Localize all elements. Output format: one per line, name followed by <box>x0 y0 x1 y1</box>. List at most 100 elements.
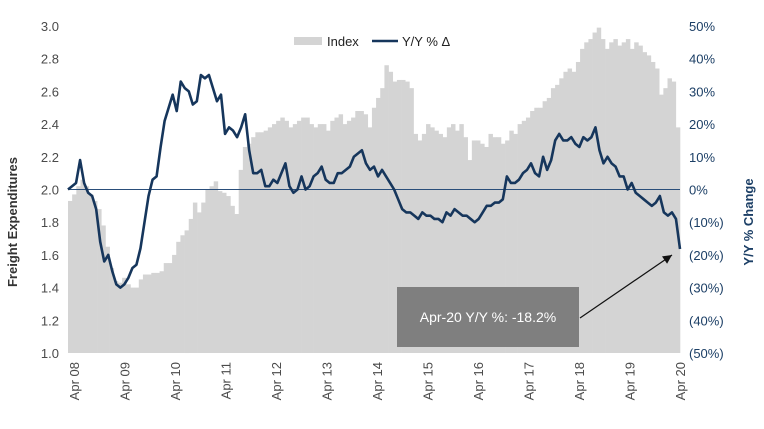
index-bar <box>205 189 210 353</box>
index-bar <box>72 194 77 353</box>
x-axis-ticks: Apr 08 Apr 09 Apr 10 Apr 11 Apr 12 Apr 13 Apr … <box>67 362 688 400</box>
index-bar <box>384 65 389 354</box>
index-bar <box>371 107 377 353</box>
index-bar <box>130 287 135 353</box>
index-bar <box>255 132 260 353</box>
index-bar <box>409 88 414 353</box>
right-axis-ticks: (50%) (40%) (30%) (20%) (10%) 0% 10% 20% 30% 40% 5… <box>689 19 724 361</box>
index-bar <box>388 71 394 353</box>
index-bar <box>109 267 115 353</box>
index-bar <box>434 130 439 353</box>
yoy-change-line <box>67 73 682 289</box>
right-tick-label: (10%) <box>689 215 724 230</box>
index-bar <box>534 107 539 353</box>
index-bar <box>359 111 364 354</box>
index-bar <box>234 214 239 353</box>
index-bar <box>659 94 664 354</box>
index-bar <box>251 137 256 353</box>
index-bar <box>609 42 614 353</box>
legend-index-swatch <box>294 37 322 45</box>
index-bar <box>134 287 140 353</box>
index-bar <box>413 133 419 353</box>
index-bar <box>642 52 647 353</box>
index-bar <box>321 124 327 353</box>
callout-text: Apr-20 Y/Y %: -18.2% <box>420 309 556 325</box>
index-bar <box>188 218 194 353</box>
index-bar <box>88 194 94 353</box>
right-axis-title: Y/Y % Change <box>741 178 756 265</box>
index-bar <box>209 186 215 353</box>
index-bar <box>571 71 577 353</box>
index-bar <box>459 124 464 353</box>
index-bar <box>621 42 627 353</box>
index-bar <box>513 133 518 353</box>
index-bar <box>346 120 352 353</box>
index-bar <box>575 61 581 353</box>
index-bar <box>142 274 148 353</box>
index-bar <box>101 225 106 353</box>
left-axis-title: Freight Expenditures <box>5 157 20 287</box>
index-bar <box>367 127 373 354</box>
index-bar <box>238 169 244 353</box>
index-bar <box>159 271 165 353</box>
index-bar <box>442 137 448 353</box>
index-bar <box>471 140 477 353</box>
right-tick-label: (20%) <box>689 248 724 263</box>
right-tick-label: (30%) <box>689 281 724 296</box>
index-bar <box>476 140 481 353</box>
index-bar <box>584 42 589 353</box>
index-bar <box>417 140 423 353</box>
index-bar <box>580 48 585 353</box>
index-bar <box>280 117 285 353</box>
index-bar <box>197 212 202 353</box>
callout: Apr-20 Y/Y %: -18.2% <box>397 254 673 347</box>
index-bar <box>492 137 498 353</box>
left-tick-label: 1.8 <box>41 215 59 230</box>
index-bar <box>97 209 102 353</box>
index-bar <box>505 140 510 353</box>
index-bar <box>105 246 110 353</box>
left-axis-ticks: 1.0 1.2 1.4 1.6 1.8 2.0 2.2 2.4 2.6 2.8 3.0 <box>41 19 59 361</box>
x-tick-label: Apr 17 <box>522 362 537 400</box>
index-bar <box>430 127 435 354</box>
index-bar <box>76 186 81 353</box>
legend-index-label: Index <box>327 34 359 49</box>
index-bar <box>305 117 310 353</box>
index-bar <box>292 124 298 353</box>
index-bar <box>559 78 564 353</box>
left-tick-label: 1.6 <box>41 248 59 263</box>
index-bar <box>538 107 543 353</box>
index-bar <box>525 117 531 353</box>
index-bar <box>284 120 289 353</box>
index-bar <box>126 284 131 353</box>
index-bars <box>68 27 681 354</box>
left-tick-label: 1.0 <box>41 346 59 361</box>
index-bar <box>355 111 360 354</box>
index-bar <box>380 88 385 353</box>
index-bar <box>630 48 635 353</box>
legend: Index Y/Y % Δ <box>294 34 451 49</box>
index-bar <box>625 39 631 353</box>
index-bar <box>530 111 535 354</box>
index-bar <box>467 160 473 353</box>
index-bar <box>567 68 573 353</box>
index-bar <box>588 39 593 353</box>
right-tick-label: 40% <box>689 52 715 67</box>
right-tick-label: (50%) <box>689 346 724 361</box>
left-tick-label: 1.2 <box>41 313 59 328</box>
index-bar <box>242 146 248 353</box>
left-tick-label: 2.6 <box>41 84 59 99</box>
callout-arrowhead <box>662 255 672 264</box>
index-bar <box>484 146 489 353</box>
index-bar <box>426 124 431 353</box>
index-bar <box>222 192 227 353</box>
right-tick-label: 10% <box>689 150 715 165</box>
callout-box <box>397 287 579 347</box>
left-tick-label: 2.4 <box>41 117 59 132</box>
index-bar <box>351 117 356 353</box>
index-bar <box>542 101 548 354</box>
index-bar <box>546 97 552 353</box>
index-bar <box>376 97 381 353</box>
index-bar <box>592 32 598 353</box>
